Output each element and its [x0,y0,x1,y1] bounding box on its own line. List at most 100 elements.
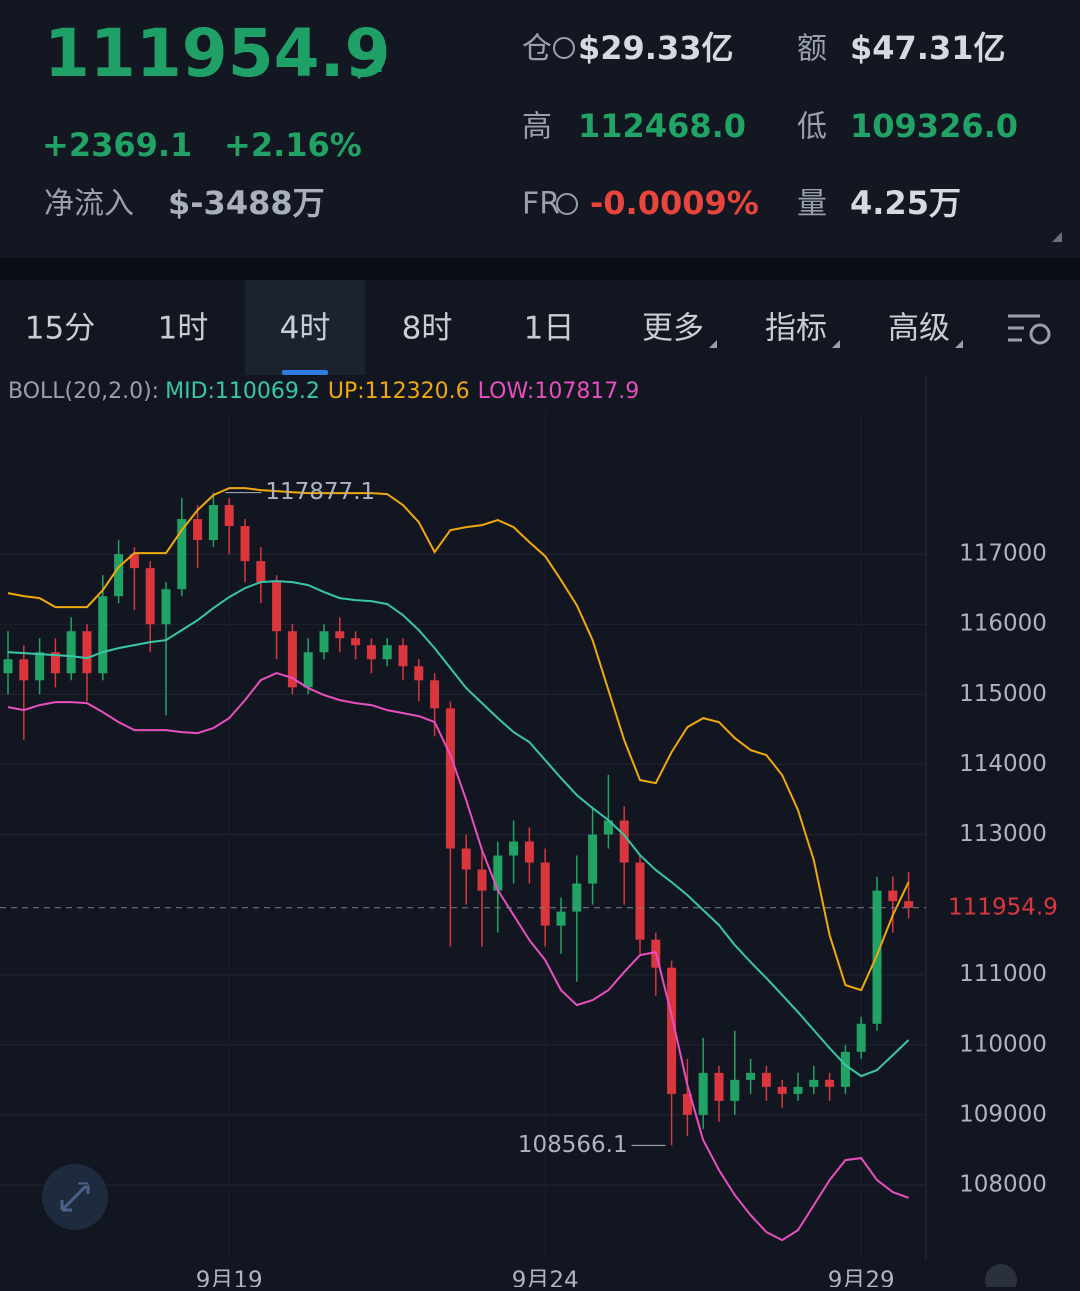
oi: $29.33亿 [578,29,734,67]
candle-body [461,848,471,870]
candle-body [66,631,76,674]
y-tick-label: 114000 [959,751,1047,777]
candle-body [540,862,550,926]
candle-body [145,568,155,625]
candle-body [319,631,329,653]
candle-body [856,1023,866,1052]
candle-body [398,645,408,667]
candle-body [98,596,108,674]
tab[interactable]: 指标 [765,311,827,347]
y-tick-label: 110000 [959,1031,1047,1057]
candle-body [161,589,171,625]
back-button[interactable] [985,1264,1017,1291]
dropdown-mark [832,340,840,348]
boll-line [7,580,910,1078]
fr: -0.0009% [590,184,759,222]
tab[interactable]: 更多 [642,311,704,347]
max-label: 117877.1 [265,479,375,505]
candle-body [335,631,345,639]
settings-icon[interactable] [1008,314,1051,345]
candle-body [272,582,282,632]
mid-label: MID:110069.2 [165,379,320,404]
candle-body [603,820,613,835]
low-label: LOW:107817.9 [478,379,640,404]
expand-icon [60,1182,90,1212]
y-tick-label: 111000 [959,961,1047,987]
dropdown-mark [955,340,963,348]
y-tick-label: 108000 [959,1171,1047,1197]
boll-line [7,487,910,992]
candle-body [904,901,914,908]
candle-body [667,967,677,1094]
tab[interactable]: 8时 [402,311,453,347]
tab[interactable]: 15分 [25,311,95,347]
candle-body [208,505,218,541]
candle-body [730,1079,740,1101]
net-inflow-label: 净流入 [44,187,134,222]
help-icon[interactable] [556,193,578,215]
help-icon[interactable] [553,37,575,59]
candle-body [430,680,440,709]
last-price-label: 111954.9 [948,894,1058,920]
fr-label: FR [522,187,560,222]
candle-body [619,820,629,863]
candle-body [556,911,566,926]
candle-body [303,652,313,688]
net-inflow: $-3488万 [168,184,325,222]
candle-body [588,834,598,884]
y-tick-label: 115000 [959,681,1047,707]
high: 112468.0 [578,107,746,145]
change: +2369.1 [42,126,192,164]
candle-body [777,1086,787,1094]
candle-body [366,645,376,660]
candle-body [572,883,582,912]
candle-body [509,841,519,856]
candle-body [445,708,455,849]
tab[interactable]: 1时 [158,311,209,347]
candle-body [382,645,392,660]
indicator-legend: BOLL(20,2.0): MID:110069.2 UP:112320.6 LOW:… [8,379,639,404]
x-tick-label: 9月29 [828,1268,895,1288]
separator [0,258,1080,280]
active-tab-bg [245,280,365,375]
candle-body [35,652,45,681]
candle-body [888,890,898,902]
plot [0,410,926,1260]
volume: 4.25万 [850,184,961,222]
candle-body [287,631,297,688]
amount: $47.31亿 [850,29,1006,67]
up-arrow [356,56,382,80]
y-tick-label: 116000 [959,611,1047,637]
tab[interactable]: 4时 [280,311,331,347]
candle-body [256,561,266,583]
amount-label: 额 [797,32,827,67]
high-label: 高 [522,110,552,145]
indicator-name: BOLL(20,2.0): [8,379,159,404]
tab[interactable]: 高级 [888,311,950,347]
y-tick-label: 113000 [959,821,1047,847]
active-tab-bar [282,370,328,375]
boll-line [7,672,909,1242]
low: 109326.0 [850,107,1018,145]
candle-body [3,659,13,674]
candle-body [524,841,534,863]
candle-body [414,666,424,681]
candle-body [714,1072,724,1101]
candle-body [761,1072,771,1087]
candle-body [19,659,29,681]
candle-body [493,855,503,891]
candle-body [840,1051,850,1087]
oi-label: 仓 [522,32,552,67]
candle-body [477,869,487,891]
tab[interactable]: 1日 [524,311,575,347]
candle-body [825,1079,835,1087]
change-pct: +2.16% [224,126,362,164]
candle-body [793,1086,803,1094]
candle-body [193,519,203,541]
y-tick-label: 109000 [959,1101,1047,1127]
candle-body [50,652,60,674]
candle-body [224,505,234,527]
x-tick-label: 9月24 [512,1268,579,1288]
